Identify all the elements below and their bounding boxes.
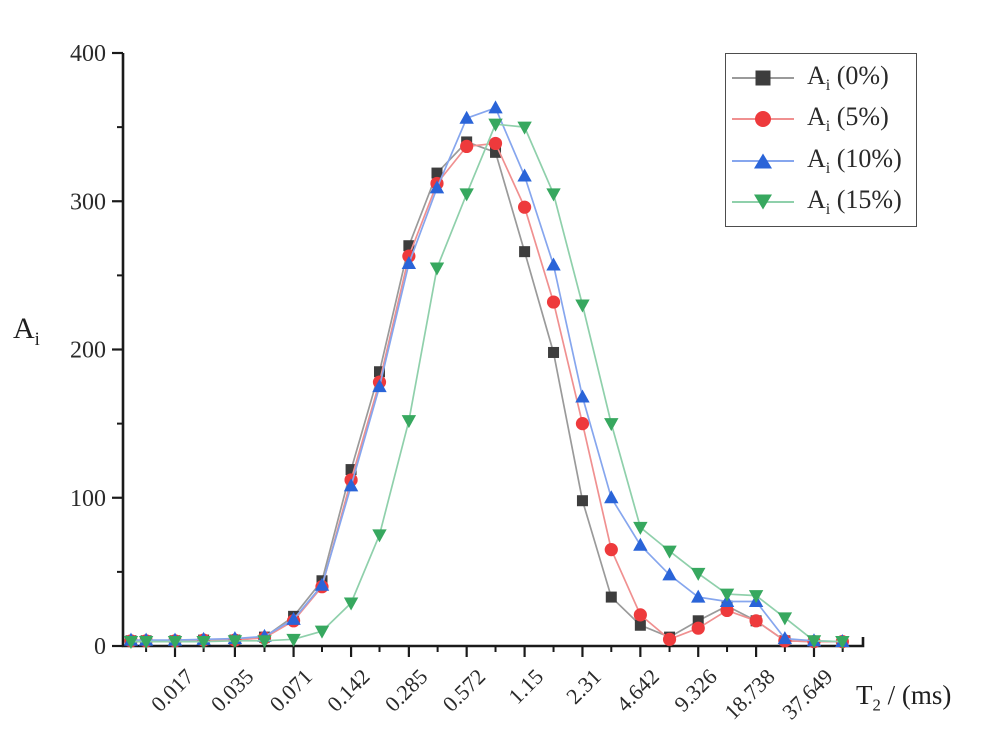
x-tick-label: 0.035	[206, 664, 259, 717]
x-tick-label: 0.285	[380, 664, 433, 717]
legend-item-15%: Ai (15%)	[726, 182, 916, 222]
legend-label: Ai (15%)	[807, 185, 902, 219]
x-axis-title-rest: / (ms)	[880, 680, 952, 710]
y-tick-label: 200	[70, 338, 106, 364]
x-tick-label: 37.649	[777, 664, 837, 724]
legend-sample	[732, 69, 794, 87]
x-tick-label: 0.071	[264, 664, 317, 717]
x-tick-label: 4.642	[611, 664, 664, 717]
legend-sample	[732, 110, 794, 128]
legend-label: Ai (0%)	[807, 60, 889, 94]
x-tick-label: 18.738	[719, 664, 779, 724]
legend-sample	[732, 152, 794, 170]
square-marker-icon	[755, 70, 771, 86]
legend: Ai (0%) Ai (5%) Ai (10%) Ai (15%)	[725, 53, 917, 227]
legend-sample	[732, 193, 794, 211]
x-axis: 0.017 0.035 0.071 0.142 0.285 0.572 1.15 2.31 4.…	[145, 646, 844, 724]
y-axis-title-sub: i	[34, 329, 40, 350]
x-tick-label: 2.31	[561, 664, 606, 709]
triangle-down-marker-icon	[754, 194, 772, 210]
x-tick-label: 0.017	[146, 664, 199, 717]
triangle-up-marker-icon	[754, 153, 772, 169]
x-tick-label: 0.572	[438, 664, 491, 717]
x-tick-label: 1.15	[503, 664, 548, 709]
x-tick-label: 0.142	[322, 664, 375, 717]
y-tick-label: 100	[70, 486, 106, 512]
y-axis-title: Ai	[13, 312, 40, 351]
y-tick-label: 300	[70, 189, 106, 215]
x-axis-title: T2 / (ms)	[856, 680, 951, 715]
y-axis-title-main: A	[13, 312, 35, 345]
legend-item-5%: Ai (5%)	[726, 99, 916, 139]
legend-item-10%: Ai (10%)	[726, 141, 916, 181]
y-axis: 0 100 200 300 400	[70, 41, 123, 660]
y-tick-label: 0	[94, 634, 106, 660]
x-axis-title-main: T	[856, 680, 873, 710]
x-tick-label: 9.326	[669, 664, 722, 717]
legend-item-0%: Ai (0%)	[726, 58, 916, 98]
legend-label: Ai (5%)	[807, 102, 889, 136]
y-tick-label: 400	[70, 41, 106, 67]
circle-marker-icon	[755, 111, 771, 128]
x-axis-title-sub: 2	[872, 695, 881, 715]
legend-label: Ai (10%)	[807, 143, 902, 177]
series-15%	[123, 118, 850, 650]
